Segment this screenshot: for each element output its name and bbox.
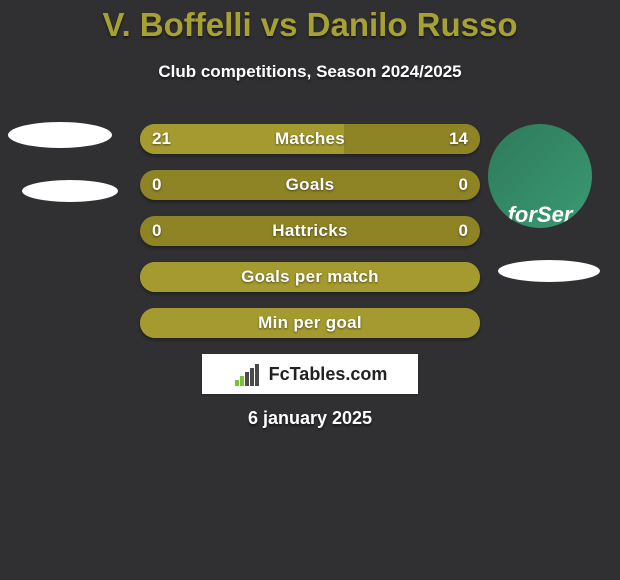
stat-bar-value-left: 21	[152, 124, 171, 154]
stat-bar-value-right: 14	[449, 124, 468, 154]
stat-bar-value-left: 0	[152, 216, 161, 246]
stat-bar-label: Hattricks	[140, 216, 480, 246]
page-title: V. Boffelli vs Danilo Russo	[0, 6, 620, 44]
stat-bar-label: Matches	[140, 124, 480, 154]
stat-bar: Hattricks0 0	[140, 216, 480, 246]
player-right-avatar: forSer	[488, 124, 592, 228]
comparison-infographic: V. Boffelli vs Danilo Russo Club competi…	[0, 0, 620, 580]
player-right-avatar-caption: forSer	[508, 202, 573, 228]
stat-bar-label: Goals	[140, 170, 480, 200]
player-left-avatar-placeholder-1	[8, 122, 112, 148]
player-left-avatar-placeholder-2	[22, 180, 118, 202]
stat-bar-value-right: 0	[459, 170, 468, 200]
stat-bar-value-right: 0	[459, 216, 468, 246]
stat-bar: Goals0 0	[140, 170, 480, 200]
stat-bar: Min per goal	[140, 308, 480, 338]
logo-box: FcTables.com	[202, 354, 418, 394]
stat-bars: Matches2114Goals00Hattricks00Goals per m…	[140, 124, 480, 354]
page-subtitle: Club competitions, Season 2024/2025	[0, 62, 620, 82]
stat-bar-label: Min per goal	[140, 308, 480, 338]
logo-bars-icon	[233, 362, 263, 386]
stat-bar-value-left: 0	[152, 170, 161, 200]
date-text: 6 january 2025	[0, 408, 620, 429]
stat-bar-label: Goals per match	[140, 262, 480, 292]
stat-bar: Matches21 14	[140, 124, 480, 154]
player-right-avatar-placeholder-2	[498, 260, 600, 282]
logo-text: FcTables.com	[269, 364, 388, 385]
stat-bar: Goals per match	[140, 262, 480, 292]
